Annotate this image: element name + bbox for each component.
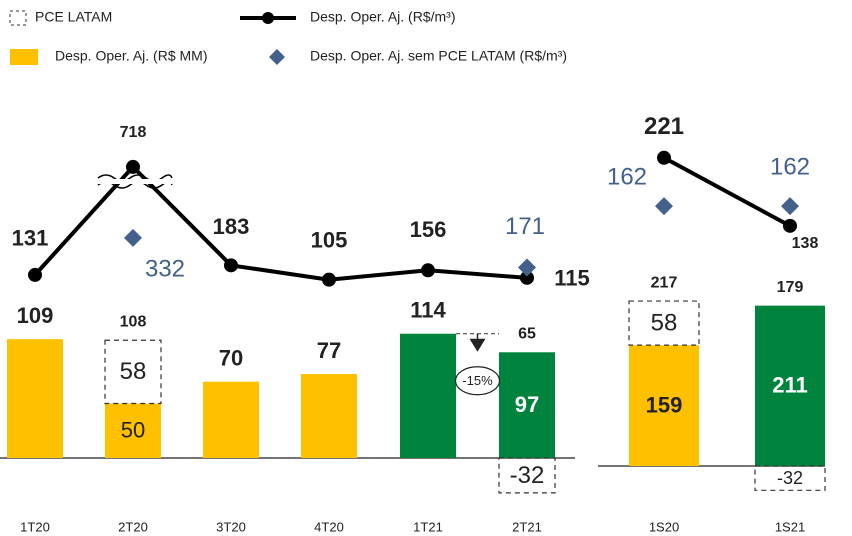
pce-label: -32 [777, 468, 803, 488]
diamond-label: 162 [607, 164, 647, 191]
x-tick-label: 3T20 [216, 519, 246, 534]
total-label: 217 [651, 274, 678, 291]
legend-label: Desp. Oper. Aj. (R$ MM) [55, 48, 207, 64]
pce-bar [628, 300, 700, 346]
bar-label: 70 [219, 346, 243, 371]
bar [105, 403, 161, 458]
line-label: 105 [311, 227, 348, 252]
x-tick-label: 1T20 [20, 519, 50, 534]
line-label: 183 [213, 214, 250, 239]
x-tick-label: 2T20 [118, 519, 148, 534]
line-point [224, 258, 238, 273]
bar-label: 77 [317, 338, 341, 363]
bar-label: 114 [410, 298, 446, 323]
x-tick-label: 1S21 [775, 519, 805, 534]
bar [301, 374, 357, 458]
line-point [322, 272, 336, 287]
bar-label: 159 [646, 392, 683, 417]
line-break-marker [97, 174, 173, 189]
line-label: 131 [12, 226, 49, 251]
line-label: 156 [410, 217, 447, 242]
pce-label: -32 [510, 462, 545, 489]
pce-bar [104, 339, 162, 405]
annotation-text: -15% [462, 373, 493, 388]
legend-label: Desp. Oper. Aj. (R$/m³) [310, 9, 455, 25]
bar [629, 345, 699, 466]
bar [7, 339, 63, 458]
legend-label: PCE LATAM [35, 9, 112, 25]
pce-label: 58 [120, 358, 147, 385]
line-label: 138 [792, 235, 819, 252]
line [663, 156, 791, 228]
x-tick-label: 1S20 [649, 519, 679, 534]
line [33, 163, 528, 282]
total-label: 65 [518, 325, 536, 342]
bar-label: 211 [772, 373, 808, 398]
bar-label: 97 [515, 392, 539, 417]
diamond-label: 162 [770, 154, 810, 181]
bar [755, 305, 825, 466]
annotation-bubble [454, 366, 501, 396]
line-label: 718 [120, 124, 147, 141]
x-tick-label: 2T21 [512, 519, 542, 534]
pce-label: 58 [651, 309, 678, 336]
line-point [28, 267, 42, 282]
legend-swatch [269, 49, 285, 65]
bar [203, 381, 259, 458]
total-label: 108 [120, 313, 147, 330]
line-label: 221 [644, 113, 684, 140]
line-point [421, 263, 435, 278]
line-point [520, 270, 534, 285]
x-tick-label: 1T21 [413, 519, 443, 534]
line-point [126, 159, 140, 174]
legend-swatch [10, 49, 38, 65]
line-point [657, 150, 671, 165]
annotation-arrow [469, 338, 486, 352]
total-label: 179 [777, 279, 804, 296]
diamond-point [781, 197, 799, 216]
pce-bar [754, 465, 826, 491]
diamond-point [655, 197, 673, 216]
pce-bar [498, 457, 556, 494]
line-label: 115 [554, 266, 590, 291]
legend-swatch [9, 10, 27, 26]
legend-label: Desp. Oper. Aj. sem PCE LATAM (R$/m³) [310, 48, 567, 64]
diamond-point [124, 228, 142, 247]
x-tick-label: 4T20 [314, 519, 344, 534]
diamond-label: 171 [505, 213, 545, 240]
legend-swatch [262, 12, 274, 24]
bar [400, 333, 456, 458]
diamond-point [518, 258, 536, 277]
bar [499, 352, 555, 458]
diamond-label: 332 [145, 255, 185, 282]
line-point [783, 218, 797, 233]
bar-label: 50 [121, 418, 145, 443]
bar-label: 109 [17, 303, 54, 328]
